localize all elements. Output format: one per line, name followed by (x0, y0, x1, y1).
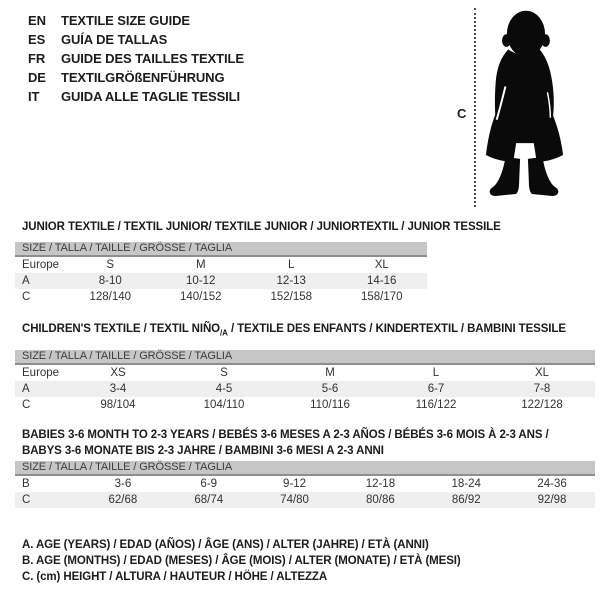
size-cell: 12-18 (365, 478, 396, 490)
note-line: C. (cm) HEIGHT / ALTURA / HAUTEUR / HÖHE… (22, 571, 328, 583)
size-cell: 9-12 (283, 478, 307, 490)
table-row: C 62/68 68/74 74/80 80/86 86/92 92/98 (15, 492, 595, 508)
size-cell: 10-12 (186, 275, 216, 287)
baby-silhouette-icon (485, 10, 564, 196)
size-cell: XL (534, 367, 550, 380)
row-label: Europe (22, 259, 60, 271)
table-title-text: CHILDREN'S TEXTILE / TEXTIL NIÑO (22, 323, 221, 335)
size-cell: 4-5 (215, 383, 233, 396)
table-row: Europe S M L XL (15, 257, 427, 273)
row-label: C (22, 494, 31, 506)
table-body: Europe XS S M L XL A 3-4 4-5 5-6 6-7 7-8 C 98/104 104/… (15, 365, 595, 413)
junior-size-table: JUNIOR TEXTILE / TEXTIL JUNIOR/ TEXTILE … (15, 219, 501, 305)
size-cell: 86/92 (451, 494, 481, 506)
table-row: Europe XS S M L XL (15, 365, 595, 381)
language-code: ES (28, 32, 46, 47)
size-cell: 128/140 (89, 291, 132, 303)
language-label: GUIDE DES TAILLES TEXTILE (61, 51, 244, 66)
size-cell: 3-4 (109, 383, 127, 396)
language-row: DE TEXTILGRÖßENFÜHRUNG (28, 68, 244, 87)
row-label: B (22, 478, 30, 490)
note-line: B. AGE (MONTHS) / EDAD (MESES) / ÂGE (MO… (22, 555, 461, 567)
height-marker-label: C (457, 106, 467, 121)
table-title: JUNIOR TEXTILE / TEXTIL JUNIOR/ TEXTILE … (15, 219, 501, 235)
language-label: TEXTILGRÖßENFÜHRUNG (61, 70, 225, 85)
size-cell: 140/152 (179, 291, 222, 303)
size-cell: XL (374, 259, 389, 271)
language-label: TEXTILE SIZE GUIDE (61, 13, 190, 28)
table-title: BABIES 3-6 MONTH TO 2-3 YEARS / BEBÉS 3-… (15, 427, 595, 443)
table-row: A 3-4 4-5 5-6 6-7 7-8 (15, 381, 595, 398)
babies-size-table: BABIES 3-6 MONTH TO 2-3 YEARS / BEBÉS 3-… (15, 427, 595, 508)
size-header-bar: SIZE / TALLA / TAILLE / GRÖSSE / TAGLIA (15, 350, 595, 366)
language-code: EN (28, 13, 46, 28)
language-code: DE (28, 70, 46, 85)
size-cell: 116/122 (415, 399, 457, 412)
table-title-text: / TEXTILE DES ENFANTS / KINDERTEXTIL / B… (227, 323, 566, 335)
row-label: A (22, 383, 30, 396)
size-cell: M (325, 367, 335, 380)
language-label: GUIDA ALLE TAGLIE TESSILI (61, 89, 241, 104)
table-title: CHILDREN'S TEXTILE / TEXTIL NIÑO/A / TEX… (15, 321, 595, 341)
language-row: FR GUIDE DES TAILLES TEXTILE (28, 49, 244, 68)
size-cell: 104/110 (203, 399, 245, 412)
size-cell: M (195, 259, 206, 271)
size-cell: 6-7 (427, 383, 445, 396)
size-cell: 92/98 (537, 494, 567, 506)
size-cell: 7-8 (533, 383, 551, 396)
table-title-text: BABIES 3-6 MONTH TO 2-3 YEARS / BEBÉS 3-… (22, 429, 549, 441)
size-cell: 68/74 (194, 494, 224, 506)
table-body: Europe S M L XL A 8-10 10-12 12-13 14-16 C 128/140 1… (15, 257, 427, 305)
size-cell: 6-9 (200, 478, 218, 490)
size-cell: 3-6 (114, 478, 132, 490)
table-row: A 8-10 10-12 12-13 14-16 (15, 273, 427, 289)
language-row: ES GUÍA DE TALLAS (28, 30, 244, 49)
language-label: GUÍA DE TALLAS (61, 32, 168, 47)
table-title-text: BABYS 3-6 MONATE BIS 2-3 JAHRE / BAMBINI… (22, 445, 384, 457)
language-row: IT GUIDA ALLE TAGLIE TESSILI (28, 87, 244, 106)
table-body: B 3-6 6-9 9-12 12-18 18-24 24-36 C 62/68 68/74 74/… (15, 476, 595, 508)
row-label: Europe (22, 367, 60, 380)
table-title-text: JUNIOR TEXTILE / TEXTIL JUNIOR/ TEXTILE … (22, 221, 501, 233)
size-cell: 12-13 (276, 275, 306, 287)
row-label: C (22, 399, 31, 412)
size-cell: L (288, 259, 295, 271)
size-cell: 18-24 (451, 478, 481, 490)
language-list: EN TEXTILE SIZE GUIDE ES GUÍA DE TALLAS … (28, 11, 244, 106)
size-cell: 5-6 (321, 383, 339, 396)
size-cell: L (432, 367, 440, 380)
language-row: EN TEXTILE SIZE GUIDE (28, 11, 244, 30)
size-cell: 62/68 (108, 494, 138, 506)
language-code: FR (28, 51, 46, 66)
size-cell: S (220, 367, 228, 380)
row-label: A (22, 275, 30, 287)
size-cell: 110/116 (310, 399, 350, 412)
size-cell: 158/170 (360, 291, 403, 303)
table-title: BABYS 3-6 MONATE BIS 2-3 JAHRE / BAMBINI… (15, 443, 595, 459)
language-code: IT (28, 89, 40, 104)
height-measure-line (474, 8, 476, 207)
table-row: C 128/140 140/152 152/158 158/170 (15, 289, 427, 305)
table-row: C 98/104 104/110 110/116 116/122 122/128 (15, 397, 595, 413)
size-cell: XS (110, 367, 126, 380)
table-title-subscript: /A (220, 328, 228, 338)
size-cell: 152/158 (270, 291, 313, 303)
measurement-notes: A. AGE (YEARS) / EDAD (AÑOS) / ÂGE (ANS)… (22, 537, 461, 585)
size-cell: 8-10 (98, 275, 122, 287)
size-cell: 80/86 (366, 494, 395, 506)
size-header-bar: SIZE / TALLA / TAILLE / GRÖSSE / TAGLIA (15, 242, 427, 257)
size-header-bar: SIZE / TALLA / TAILLE / GRÖSSE / TAGLIA (15, 461, 595, 476)
size-cell: 122/128 (521, 399, 563, 412)
row-label: C (22, 291, 31, 303)
note-line: A. AGE (YEARS) / EDAD (AÑOS) / ÂGE (ANS)… (22, 539, 429, 551)
table-row: B 3-6 6-9 9-12 12-18 18-24 24-36 (15, 476, 595, 492)
size-cell: 14-16 (367, 275, 397, 287)
size-cell: 98/104 (100, 399, 136, 412)
size-cell: 24-36 (537, 478, 567, 490)
size-cell: S (106, 259, 115, 271)
children-size-table: CHILDREN'S TEXTILE / TEXTIL NIÑO/A / TEX… (15, 321, 595, 413)
size-cell: 74/80 (280, 494, 309, 506)
